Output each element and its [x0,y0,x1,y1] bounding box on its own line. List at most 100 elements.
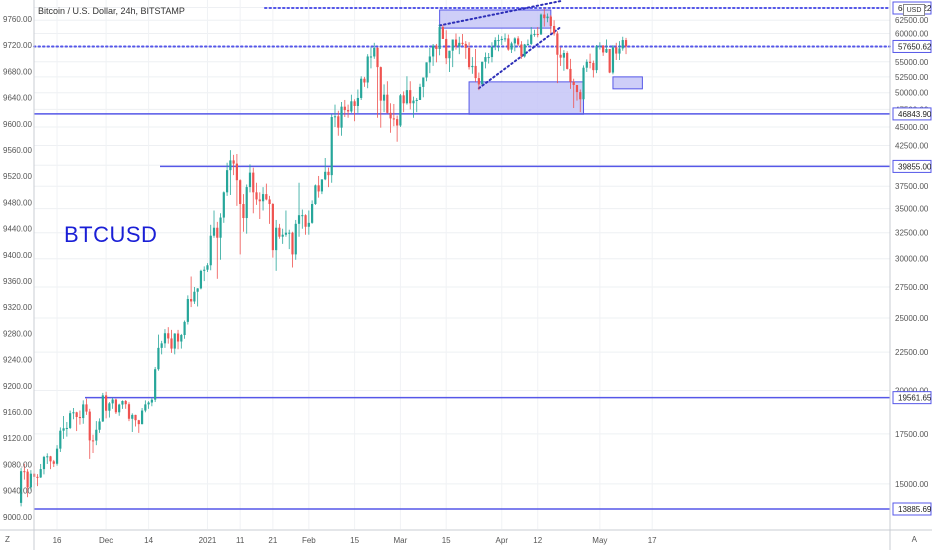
candle-body [154,369,157,400]
candle-body [386,94,389,113]
candle-body [196,288,199,292]
candle-body [533,34,536,36]
candle-body [108,403,111,411]
candle-body [611,47,615,73]
candle-body [461,42,464,44]
candle-body [297,215,301,224]
right-axis-tick-label: 45000.00 [895,123,929,132]
candle-body [467,47,471,68]
x-axis-tick-label: 14 [144,536,153,545]
x-axis-tick-label: Dec [99,536,113,545]
candle-body [55,448,59,464]
chart-title: Bitcoin / U.S. Dollar, 24h, BITSTAMP [38,6,185,16]
candle-body [160,343,163,348]
x-axis-tick-label: 11 [236,536,245,545]
candle-body [552,25,556,34]
candle-body [127,404,131,419]
candle-body [510,43,513,50]
price-level-label: 19561.65 [898,394,932,403]
candle-body [441,27,445,39]
price-level-label: 57650.62 [898,42,932,51]
left-axis-tick-label: 9520.00 [3,172,32,181]
candle-body [320,179,324,192]
candle-body [294,223,297,255]
candle-body [425,62,428,78]
candle-body [490,46,494,58]
candle-body [265,194,268,200]
candle-body [572,81,575,86]
candle-body [549,16,552,26]
candle-body [350,101,353,112]
x-axis-tick-label: 12 [533,536,542,545]
candle-body [445,38,448,59]
right-axis-tick-label: 32500.00 [895,229,929,238]
price-level-label-box [892,159,932,173]
candle-body [311,204,314,223]
right-axis-tick-label: 60000.00 [895,29,929,38]
right-axis-tick-label: 35000.00 [895,205,929,214]
candle-body [229,160,232,171]
left-axis-tick-label: 9000.00 [3,513,32,522]
trend-lines [438,0,562,90]
candle-body [333,116,337,118]
auto-scale-toggle[interactable]: A [911,535,917,544]
candle-body [487,57,490,59]
candle-body [337,116,340,128]
right-axis-tick-label: 37500.00 [895,182,929,191]
candle-body [26,471,29,488]
x-axis-tick-label: 16 [53,536,62,545]
right-axis-tick-label: 22500.00 [895,348,929,357]
right-axis-tick-label: 15000.00 [895,480,929,489]
candle-body [569,68,572,82]
timezone-toggle[interactable]: Z [5,535,10,544]
candle-body [575,85,579,93]
zone-rectangle [439,9,552,29]
candle-body [428,56,431,63]
candle-body [307,222,310,227]
candle-body [432,45,435,57]
right-axis-tick-label: 27500.00 [895,283,929,292]
currency-badge[interactable]: USD [903,4,925,16]
left-axis-tick-label: 9640.00 [3,94,32,103]
left-axis-tick-label: 9200.00 [3,382,32,391]
candle-body [216,227,219,238]
candle-body [340,106,343,128]
right-axis-tick-label: 25000.00 [895,314,929,323]
candle-body [118,404,121,413]
candle-body [62,428,65,431]
candle-body [317,185,320,192]
candle-body [212,227,216,236]
candle-body [503,38,507,40]
candle-body [150,399,153,403]
candle-body [454,39,458,47]
candle-body [222,192,225,218]
candle-body [517,38,520,45]
candle-body [608,49,611,73]
candle-body [261,194,265,202]
candle-body [330,117,333,176]
candle-body [91,440,95,442]
candle-body [621,40,624,49]
horizontal-levels [33,7,891,510]
candle-body [167,333,170,339]
candle-body [562,53,565,58]
left-axis-tick-label: 9560.00 [3,146,32,155]
candle-body [366,56,369,83]
candle-body [170,338,173,349]
candle-body [484,57,487,62]
candle-body [193,291,196,302]
left-axis-tick-label: 9720.00 [3,41,32,50]
candle-body [59,430,62,449]
candle-body [209,235,212,266]
zones [439,9,643,115]
candle-body [324,171,327,180]
candle-body [137,420,140,425]
candle-body [523,44,526,57]
candle-body [585,61,588,68]
candle-body [481,61,484,85]
candle-body [405,90,409,104]
left-axis-tick-label: 9760.00 [3,15,32,24]
candle-body [412,100,415,104]
